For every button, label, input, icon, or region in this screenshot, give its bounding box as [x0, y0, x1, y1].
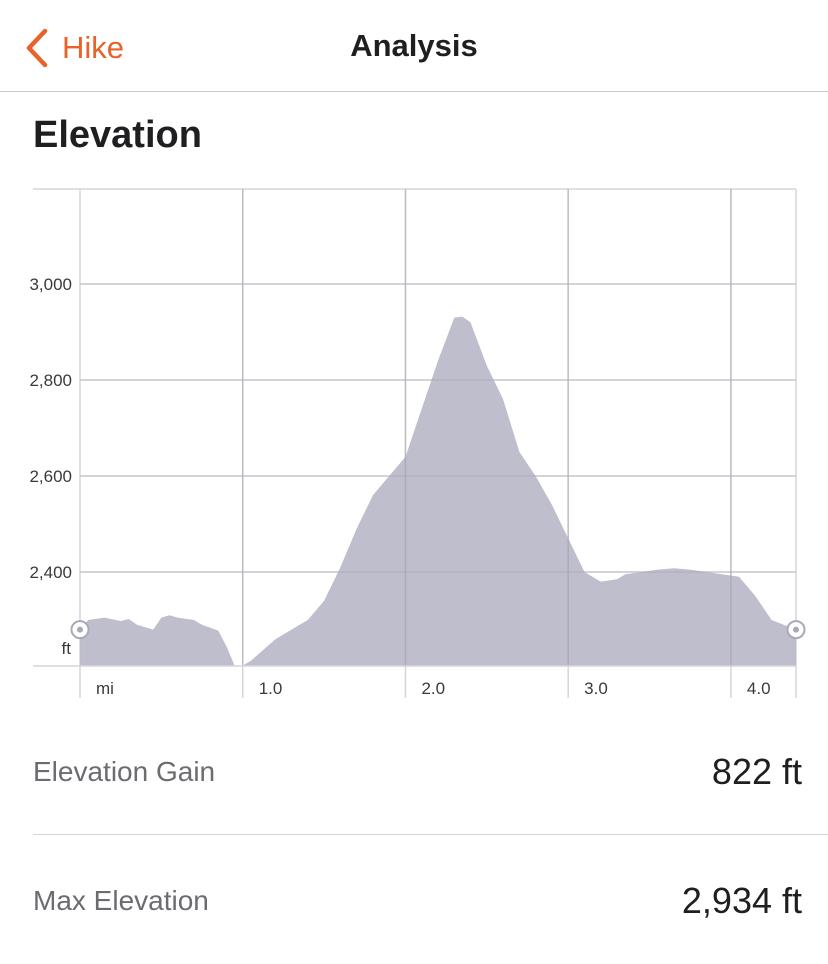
- chevron-left-icon: [26, 28, 48, 68]
- y-tick-label: 3,000: [29, 275, 72, 294]
- navigation-bar: Hike Analysis: [0, 0, 828, 92]
- end-point-dot: [793, 626, 799, 633]
- y-tick-label: 2,800: [29, 371, 72, 390]
- y-tick-label: 2,600: [29, 467, 72, 486]
- stat-label: Elevation Gain: [33, 756, 216, 787]
- x-tick-label: 4.0: [747, 679, 771, 698]
- back-button[interactable]: Hike: [24, 26, 124, 70]
- stat-value: 822 ft: [711, 751, 802, 792]
- stat-label: Max Elevation: [33, 885, 209, 916]
- back-button-label: Hike: [62, 30, 125, 65]
- x-tick-label: 2.0: [421, 679, 445, 698]
- elevation-area: [80, 316, 796, 666]
- divider: [33, 834, 828, 835]
- page-title: Analysis: [350, 28, 478, 63]
- elevation-chart: 2,400 2,600 2,800 3,000 ft 1.0 2.0 3.0 4.0 mi: [29, 188, 806, 698]
- x-tick-label: 3.0: [584, 679, 608, 698]
- x-tick-label: 1.0: [259, 679, 283, 698]
- stat-value: 2,934 ft: [681, 880, 802, 921]
- stat-row-max-elevation: Max Elevation 2,934 ft: [33, 871, 802, 931]
- section-title: Elevation: [33, 114, 202, 156]
- y-tick-label: 2,400: [29, 563, 72, 582]
- x-unit-label: mi: [96, 679, 114, 698]
- start-point-dot: [77, 626, 83, 633]
- y-unit-label: ft: [62, 639, 72, 658]
- stat-row-elevation-gain: Elevation Gain 822 ft: [33, 742, 802, 802]
